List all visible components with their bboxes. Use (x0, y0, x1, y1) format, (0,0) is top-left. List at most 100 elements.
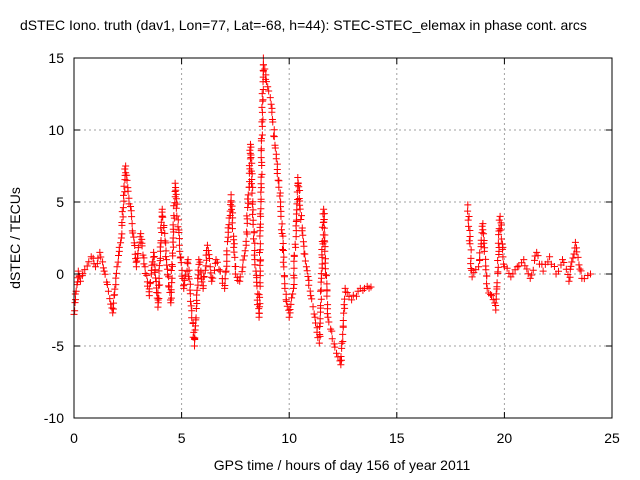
data-point (257, 180, 265, 188)
data-point (322, 272, 330, 280)
data-point (159, 213, 167, 221)
data-point (228, 202, 236, 210)
data-point (280, 263, 288, 271)
data-point (258, 90, 266, 98)
data-point (231, 253, 239, 261)
data-point (339, 338, 347, 346)
data-point (289, 290, 297, 298)
data-point (137, 230, 145, 238)
data-point (138, 242, 146, 250)
grid (74, 58, 612, 418)
data-point (476, 249, 484, 257)
data-point (108, 304, 116, 312)
data-point (465, 237, 473, 245)
data-point (191, 334, 199, 342)
data-point (497, 226, 505, 234)
data-point (176, 254, 184, 262)
data-point (262, 78, 270, 86)
data-point (345, 292, 353, 300)
data-point (520, 256, 528, 264)
data-point (248, 159, 256, 167)
data-point (251, 261, 259, 269)
data-point (337, 361, 345, 369)
data-point (174, 216, 182, 224)
data-point (239, 256, 247, 264)
data-point (292, 233, 300, 241)
data-point (576, 265, 584, 273)
data-point (244, 195, 252, 203)
data-point (133, 257, 141, 265)
data-point (466, 226, 474, 234)
data-point (290, 284, 298, 292)
data-point (257, 173, 265, 181)
data-point (236, 277, 244, 285)
data-point (565, 277, 573, 285)
data-point (475, 263, 483, 271)
data-point (224, 224, 232, 232)
data-point (523, 265, 531, 273)
data-point (275, 183, 283, 191)
data-point (85, 258, 93, 266)
data-point (194, 274, 202, 282)
data-point (169, 234, 177, 242)
data-point (480, 239, 488, 247)
data-point (172, 186, 180, 194)
data-point (482, 266, 490, 274)
data-point (243, 228, 251, 236)
data-point (288, 294, 296, 302)
data-point (208, 277, 216, 285)
data-point (287, 300, 295, 308)
data-point (276, 192, 284, 200)
data-point (248, 200, 256, 208)
data-point (299, 231, 307, 239)
data-point (513, 263, 521, 271)
data-point (317, 287, 325, 295)
data-point (258, 103, 266, 111)
data-point (130, 233, 138, 241)
data-point (307, 292, 315, 300)
data-point (121, 165, 129, 173)
data-point (167, 266, 175, 274)
data-point (301, 257, 309, 265)
data-point (321, 231, 329, 239)
data-point (233, 273, 241, 281)
data-point (127, 207, 135, 215)
data-point (193, 286, 201, 294)
data-point (509, 270, 517, 278)
data-point (285, 313, 293, 321)
data-point (165, 282, 173, 290)
data-point (246, 146, 254, 154)
data-point (249, 183, 257, 191)
data-point (487, 292, 495, 300)
data-point (317, 270, 325, 278)
data-point (175, 228, 183, 236)
data-point (546, 253, 554, 261)
data-point (192, 314, 200, 322)
data-point (321, 247, 329, 255)
data-point (478, 229, 486, 237)
data-point (308, 295, 316, 303)
data-point (104, 287, 112, 295)
data-point (204, 246, 212, 254)
data-point (175, 241, 183, 249)
data-point (295, 183, 303, 191)
data-point (152, 278, 160, 286)
data-point (270, 133, 278, 141)
data-point (267, 100, 275, 108)
data-point (281, 284, 289, 292)
x-tick-label: 20 (497, 430, 513, 446)
data-point (258, 170, 266, 178)
data-point (586, 270, 594, 278)
data-point (297, 216, 305, 224)
data-point (184, 260, 192, 268)
data-point (524, 270, 532, 278)
data-point (256, 300, 264, 308)
data-point (221, 275, 229, 283)
data-point (290, 280, 298, 288)
data-point (196, 258, 204, 266)
data-point (316, 322, 324, 330)
data-point (466, 232, 474, 240)
data-point (154, 299, 162, 307)
data-point (158, 205, 166, 213)
